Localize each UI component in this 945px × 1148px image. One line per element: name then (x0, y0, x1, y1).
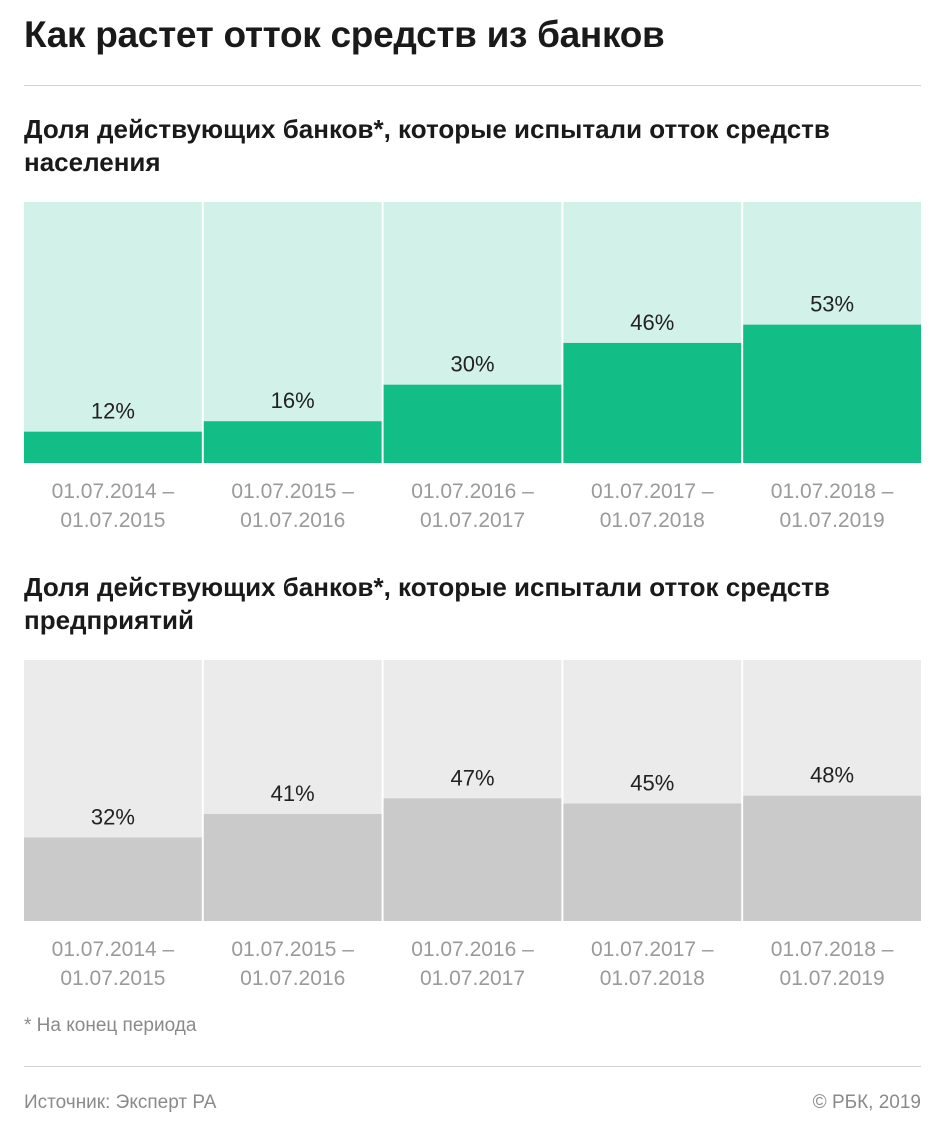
bar (383, 384, 562, 463)
tick-label: 01.07.2016 (240, 967, 345, 990)
tick-label: 01.07.2017 (420, 967, 525, 990)
bar (203, 813, 382, 921)
title-divider (24, 85, 921, 86)
data-label: 47% (450, 765, 494, 790)
bar-background (24, 202, 202, 463)
bar (563, 803, 742, 921)
tick-label: 01.07.2017 (420, 509, 525, 532)
chart-enterprises: 32% 01.07.2014 – 01.07.2015 41% 01.07.2015 –… (24, 660, 921, 990)
tick-label: 01.07.2018 (600, 509, 705, 532)
bar (743, 324, 921, 463)
tick-label: 01.07.2015 – (231, 938, 354, 961)
tick-label: 01.07.2017 – (591, 480, 714, 503)
chart-1-title: Доля действующих банков*, которые испыта… (24, 114, 830, 177)
chart-population: 12% 01.07.2014 – 01.07.2015 16% 01.07.2015 –… (24, 202, 921, 532)
tick-label: 01.07.2017 – (591, 938, 714, 961)
tick-label: 01.07.2015 (60, 967, 165, 990)
data-label: 45% (630, 771, 674, 796)
data-label: 41% (271, 781, 315, 806)
data-label: 30% (450, 352, 494, 377)
data-label: 53% (810, 292, 854, 317)
chart-2-title: Доля действующих банков*, которые испыта… (24, 572, 830, 635)
page-title: Как растет отток средств из банков (24, 14, 665, 55)
source-note: Источник: Эксперт РА (24, 1092, 217, 1113)
data-label: 12% (91, 399, 135, 424)
bar (743, 795, 921, 921)
chart-population-svg: 12% 01.07.2014 – 01.07.2015 16% 01.07.2015 –… (24, 202, 921, 532)
tick-label: 01.07.2019 (780, 509, 885, 532)
tick-label: 01.07.2014 – (52, 480, 175, 503)
copyright: © РБК, 2019 (812, 1092, 921, 1113)
tick-label: 01.07.2019 (780, 967, 885, 990)
data-label: 32% (91, 804, 135, 829)
data-label: 46% (630, 310, 674, 335)
tick-label: 01.07.2016 (240, 509, 345, 532)
tick-label: 01.07.2015 (60, 509, 165, 532)
bar (24, 431, 202, 463)
tick-label: 01.07.2015 – (231, 480, 354, 503)
footnote: * На конец периода (24, 1015, 197, 1036)
tick-label: 01.07.2014 – (52, 938, 175, 961)
bar (203, 421, 382, 463)
tick-label: 01.07.2018 – (771, 480, 894, 503)
bar (24, 837, 202, 921)
data-label: 48% (810, 763, 854, 788)
bar-background (203, 202, 382, 463)
tick-label: 01.07.2016 – (411, 480, 534, 503)
chart-enterprises-svg: 32% 01.07.2014 – 01.07.2015 41% 01.07.2015 –… (24, 660, 921, 990)
bar (383, 798, 562, 921)
bar (563, 342, 742, 463)
tick-label: 01.07.2016 – (411, 938, 534, 961)
data-label: 16% (271, 388, 315, 413)
tick-label: 01.07.2018 (600, 967, 705, 990)
tick-label: 01.07.2018 – (771, 938, 894, 961)
footer-divider (24, 1066, 921, 1067)
